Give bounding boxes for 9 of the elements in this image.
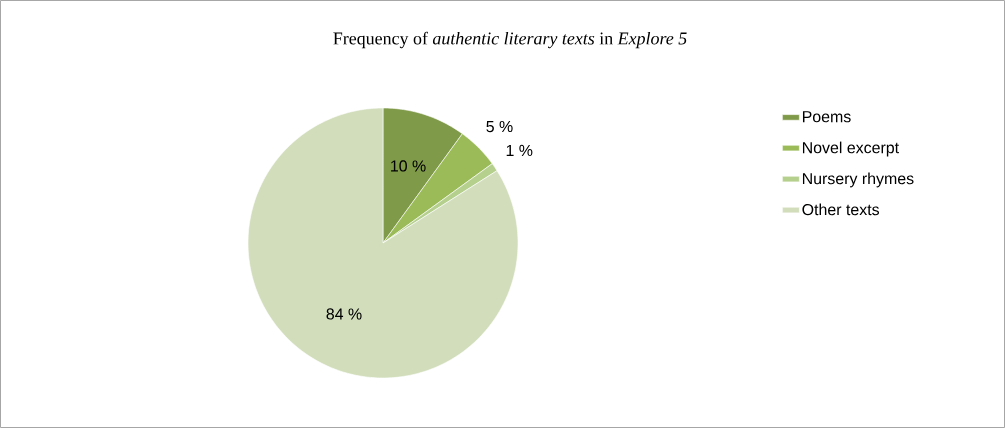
- legend-label: Other texts: [802, 203, 880, 216]
- legend-label: Poems: [802, 111, 851, 123]
- data-label: 84 %: [326, 308, 362, 320]
- data-label: 1 %: [506, 144, 533, 156]
- chart-title: Frequency of authentic literary texts in Explore 5: [333, 31, 687, 49]
- legend-label: Nursery rhymes: [802, 172, 914, 188]
- data-label: 5 %: [486, 120, 513, 133]
- data-label: 10 %: [391, 160, 426, 172]
- legend-label: Novel excerpt: [802, 141, 899, 157]
